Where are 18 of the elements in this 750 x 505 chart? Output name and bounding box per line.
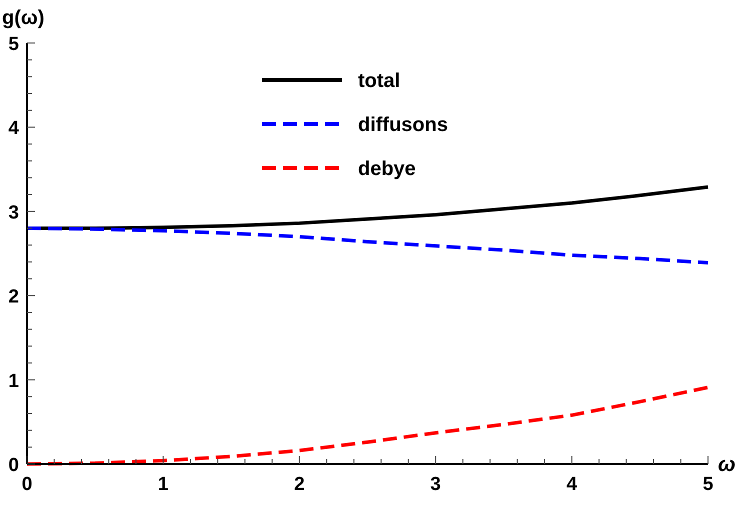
line-series	[25, 226, 710, 265]
legend-label: diffusons	[358, 114, 448, 136]
y-axis-title: g(ω)	[2, 7, 44, 29]
x-tick-label: 1	[158, 474, 169, 495]
x-tick-label: 0	[22, 474, 32, 495]
y-tick-label: 3	[8, 202, 19, 224]
y-tick-label: 4	[8, 118, 20, 140]
y-tick-label: 2	[8, 286, 19, 308]
x-tick-label: 5	[702, 474, 714, 495]
x-tick-label: 3	[430, 474, 441, 495]
y-tick-label: 1	[8, 370, 20, 392]
y-tick-label: 5	[8, 34, 20, 55]
x-axis-title: ω	[718, 453, 736, 476]
legend-label: total	[358, 70, 400, 92]
y-tick-label: 0	[8, 455, 19, 476]
x-tick-label: 4	[566, 474, 578, 495]
x-tick-label: 2	[294, 474, 305, 495]
legend-label: debye	[358, 158, 416, 180]
